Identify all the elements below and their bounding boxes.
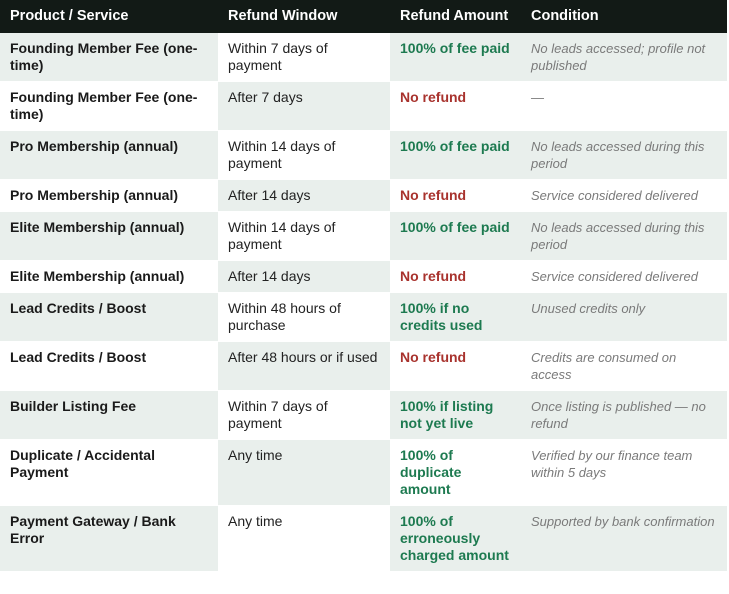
product-cell: Founding Member Fee (one-time) [0,81,218,131]
condition-cell: No leads accessed during this period [521,130,727,180]
product-cell: Elite Membership (annual) [0,260,218,293]
table-row: Lead Credits / Boost Within 48 hours of p… [0,292,727,342]
amount-cell: No refund [390,260,521,293]
table-body: Founding Member Fee (one-time) Within 7 d… [0,33,727,572]
condition-cell: Service considered delivered [521,179,727,212]
refund-table: Product / Service Refund Window Refund Amo… [0,0,727,572]
window-cell: After 48 hours or if used [218,341,390,391]
window-cell: After 14 days [218,179,390,212]
window-cell: Within 7 days of payment [218,390,390,440]
header-cell: Refund Amount [390,0,521,33]
condition-cell: Credits are consumed on access [521,341,727,391]
window-cell: Any time [218,439,390,506]
window-cell: After 7 days [218,81,390,131]
product-cell: Builder Listing Fee [0,390,218,440]
table-row: Lead Credits / Boost After 48 hours or if… [0,341,727,391]
window-cell: Within 7 days of payment [218,33,390,82]
window-cell: After 14 days [218,260,390,293]
amount-cell: No refund [390,179,521,212]
condition-cell: Verified by our finance team within 5 da… [521,439,727,506]
condition-cell: Supported by bank confirmation [521,505,727,572]
amount-cell: 100% if no credits used [390,292,521,342]
product-cell: Founding Member Fee (one-time) [0,33,218,82]
window-cell: Within 14 days of payment [218,211,390,261]
condition-cell: Unused credits only [521,292,727,342]
condition-cell: Service considered delivered [521,260,727,293]
table-row: Payment Gateway / Bank Error Any time 100%… [0,505,727,572]
condition-cell: No leads accessed; profile not published [521,33,727,82]
window-cell: Within 48 hours of purchase [218,292,390,342]
amount-cell: 100% of duplicate amount [390,439,521,506]
amount-cell: No refund [390,341,521,391]
window-cell: Within 14 days of payment [218,130,390,180]
condition-cell: Once listing is published — no refund [521,390,727,440]
product-cell: Elite Membership (annual) [0,211,218,261]
table-row: Pro Membership (annual) Within 14 days of… [0,130,727,180]
amount-cell: 100% of fee paid [390,211,521,261]
window-cell: Any time [218,505,390,572]
product-cell: Duplicate / Accidental Payment [0,439,218,506]
header-cell: Product / Service [0,0,218,33]
amount-cell: 100% of fee paid [390,33,521,82]
table-row: Elite Membership (annual) After 14 days No… [0,260,727,293]
header-cell: Refund Window [218,0,390,33]
amount-cell: 100% of fee paid [390,130,521,180]
header-row: Product / Service Refund Window Refund Amo… [0,0,727,33]
product-cell: Pro Membership (annual) [0,179,218,212]
table-row: Elite Membership (annual) Within 14 days … [0,211,727,261]
header-cell: Condition [521,0,727,33]
product-cell: Lead Credits / Boost [0,341,218,391]
amount-cell: No refund [390,81,521,131]
table-row: Founding Member Fee (one-time) After 7 da… [0,81,727,131]
table-row: Founding Member Fee (one-time) Within 7 d… [0,33,727,82]
product-cell: Payment Gateway / Bank Error [0,505,218,572]
table-row: Duplicate / Accidental Payment Any time 10… [0,439,727,506]
product-cell: Lead Credits / Boost [0,292,218,342]
table-row: Builder Listing Fee Within 7 days of paym… [0,390,727,440]
condition-cell: No leads accessed during this period [521,211,727,261]
table-row: Pro Membership (annual) After 14 days No r… [0,179,727,212]
condition-cell: — [521,81,727,131]
product-cell: Pro Membership (annual) [0,130,218,180]
amount-cell: 100% of erroneously charged amount [390,505,521,572]
amount-cell: 100% if listing not yet live [390,390,521,440]
